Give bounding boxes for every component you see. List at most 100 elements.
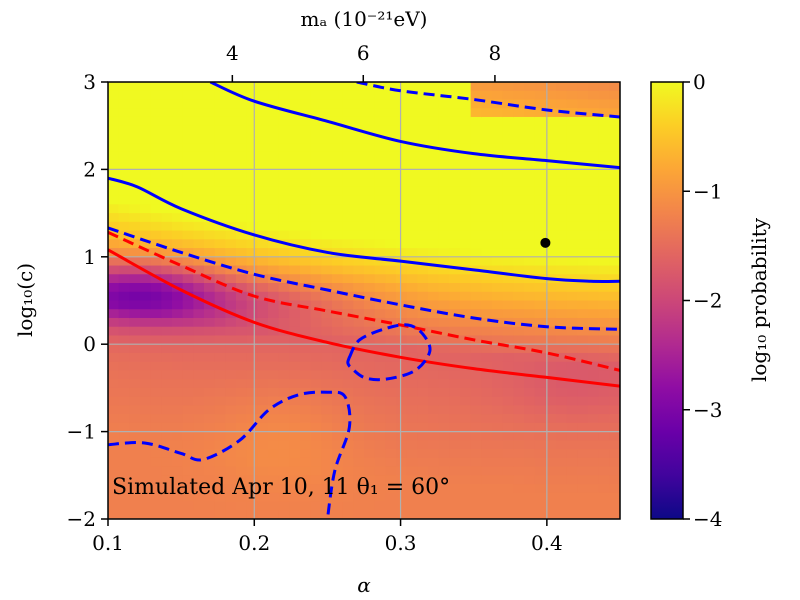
heatmap-cell	[353, 221, 365, 232]
heatmap-cell	[598, 475, 610, 485]
heatmap-cell	[204, 414, 216, 424]
heatmap-cell	[524, 125, 536, 136]
heatmap-cell	[246, 256, 258, 267]
heatmap-cell	[150, 440, 162, 450]
heatmap-cell	[588, 466, 600, 476]
heatmap-cell	[534, 82, 546, 92]
heatmap-cell	[278, 248, 290, 258]
heatmap-cell	[385, 492, 397, 503]
heatmap-cell	[182, 466, 194, 476]
heatmap-cell	[588, 449, 600, 459]
heatmap-cell	[332, 116, 344, 127]
heatmap-cell	[246, 283, 258, 293]
heatmap-cell	[577, 125, 589, 136]
heatmap-cell	[609, 379, 620, 389]
heatmap-cell	[342, 134, 354, 144]
heatmap-cell	[161, 387, 173, 398]
heatmap-cell	[172, 125, 184, 136]
heatmap-cell	[396, 414, 408, 424]
y-tick-label: −1	[67, 420, 96, 444]
heatmap-cell	[374, 422, 386, 433]
heatmap-cell	[353, 256, 365, 267]
heatmap-cell	[161, 352, 173, 363]
heatmap-cell	[577, 492, 589, 503]
heatmap-cell	[182, 405, 194, 415]
heatmap-cell	[481, 256, 493, 267]
heatmap-cell	[396, 291, 408, 302]
heatmap-cell	[545, 484, 557, 494]
heatmap-cell	[534, 283, 546, 293]
heatmap-cell	[577, 440, 589, 450]
heatmap-cell	[513, 317, 525, 328]
heatmap-cell	[161, 431, 173, 441]
heatmap-cell	[236, 457, 248, 468]
heatmap-cell	[396, 151, 408, 162]
heatmap-cell	[193, 195, 205, 205]
heatmap-cell	[246, 178, 258, 188]
heatmap-cell	[214, 335, 226, 345]
heatmap-cell	[598, 204, 610, 214]
heatmap-cell	[214, 195, 226, 205]
heatmap-cell	[118, 116, 130, 127]
heatmap-cell	[321, 99, 333, 109]
heatmap-cell	[417, 160, 429, 170]
heatmap-cell	[182, 169, 194, 179]
heatmap-cell	[353, 309, 365, 319]
heatmap-cell	[588, 484, 600, 494]
heatmap-cell	[342, 116, 354, 127]
heatmap-cell	[129, 82, 141, 92]
heatmap-cell	[577, 291, 589, 302]
heatmap-cell	[342, 82, 354, 92]
heatmap-cell	[129, 169, 141, 179]
heatmap-cell	[588, 387, 600, 398]
heatmap-cell	[374, 457, 386, 468]
heatmap-cell	[332, 239, 344, 249]
heatmap-cell	[513, 387, 525, 398]
heatmap-cell	[289, 160, 301, 170]
heatmap-cell	[470, 256, 482, 267]
heatmap-cell	[364, 82, 376, 92]
heatmap-cell	[342, 213, 354, 223]
heatmap-cell	[236, 422, 248, 433]
heatmap-cell	[108, 414, 120, 424]
heatmap-cell	[150, 396, 162, 406]
heatmap-cell	[428, 309, 440, 319]
heatmap-cell	[225, 90, 237, 101]
heatmap-cell	[545, 230, 557, 240]
heatmap-cell	[204, 90, 216, 101]
heatmap-cell	[417, 204, 429, 214]
heatmap-cell	[502, 492, 514, 503]
heatmap-cell	[289, 387, 301, 398]
heatmap-cell	[598, 326, 610, 337]
heatmap-cell	[161, 213, 173, 223]
heatmap-cell	[470, 379, 482, 389]
heatmap-cell	[300, 475, 312, 485]
heatmap-cell	[172, 160, 184, 170]
heatmap-cell	[129, 108, 141, 118]
heatmap-cell	[374, 484, 386, 494]
heatmap-cell	[289, 221, 301, 232]
heatmap-cell	[556, 256, 568, 267]
heatmap-cell	[438, 387, 450, 398]
heatmap-cell	[428, 248, 440, 258]
heatmap-cell	[246, 239, 258, 249]
heatmap-cell	[161, 440, 173, 450]
heatmap-cell	[246, 90, 258, 101]
heatmap-cell	[225, 160, 237, 170]
heatmap-cell	[566, 204, 578, 214]
heatmap-cell	[140, 449, 152, 459]
heatmap-cell	[513, 501, 525, 511]
heatmap-cell	[588, 396, 600, 406]
heatmap-cell	[524, 108, 536, 118]
heatmap-cell	[236, 283, 248, 293]
heatmap-cell	[428, 466, 440, 476]
heatmap-cell	[268, 248, 280, 258]
heatmap-cell	[545, 344, 557, 354]
heatmap-cell	[406, 300, 418, 310]
heatmap-cell	[321, 108, 333, 118]
heatmap-cell	[470, 361, 482, 372]
contour-blue-solid-upper	[209, 82, 620, 170]
heatmap-cell	[225, 143, 237, 153]
heatmap-cell	[310, 82, 322, 92]
heatmap-cell	[460, 169, 472, 179]
